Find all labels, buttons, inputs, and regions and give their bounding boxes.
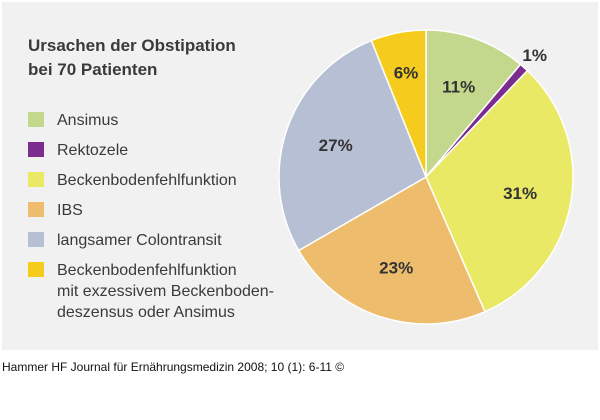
legend-label: IBS [57, 202, 83, 219]
legend-item: Beckenbodenfehlfunktion [28, 170, 298, 191]
legend-label: Beckenbodenfehlfunktion [57, 172, 237, 189]
legend-swatch [28, 232, 44, 247]
pie-slice [425, 29, 522, 178]
pie-slice [297, 176, 486, 325]
pie-slice [370, 29, 427, 178]
legend-label: deszensus oder Ansimus [57, 304, 235, 321]
legend-item: Rektozele [28, 140, 298, 161]
chart-title-line-1: Ursachen der Obstipation [28, 36, 236, 55]
legend-swatch [28, 142, 44, 157]
legend-swatch [28, 202, 44, 217]
chart-title: Ursachen der Obstipation bei 70 Patiente… [28, 34, 278, 82]
legend-label: langsamer Colontransit [57, 232, 222, 249]
pie-slice [278, 39, 427, 252]
pie-slice-label: 11% [442, 78, 475, 97]
legend-swatch [28, 112, 44, 127]
pie-slice-label: 31% [503, 184, 537, 203]
pie-slice-label: 23% [379, 258, 413, 277]
chart-legend: Ansimus Rektozele Beckenbodenfehlfunktion I… [28, 110, 298, 332]
legend-item: Beckenbodenfehlfunktion mit exzessivem Be… [28, 260, 298, 323]
legend-label: Beckenbodenfehlfunktion [57, 262, 237, 279]
pie-slice-label: 1% [522, 46, 547, 65]
legend-label: mit exzessivem Beckenboden- [57, 283, 274, 300]
legend-swatch [28, 172, 44, 187]
legend-label: Ansimus [57, 112, 119, 129]
pie-slice-label: 6% [394, 64, 419, 83]
chart-title-line-2: bei 70 Patienten [28, 60, 158, 79]
pie-slice-label: 27% [319, 136, 353, 155]
legend-swatch [28, 262, 44, 277]
legend-item: IBS [28, 200, 298, 221]
pie-slice [425, 69, 574, 313]
pie-chart: 11% 1% 31% 23% 27% 6% [278, 29, 574, 325]
legend-item: Ansimus [28, 110, 298, 131]
legend-item: langsamer Colontransit [28, 230, 298, 251]
chart-figure: Ursachen der Obstipation bei 70 Patiente… [2, 2, 598, 350]
source-caption: Hammer HF Journal für Ernährungsmedizin … [2, 360, 345, 374]
legend-label: Rektozele [57, 142, 129, 159]
